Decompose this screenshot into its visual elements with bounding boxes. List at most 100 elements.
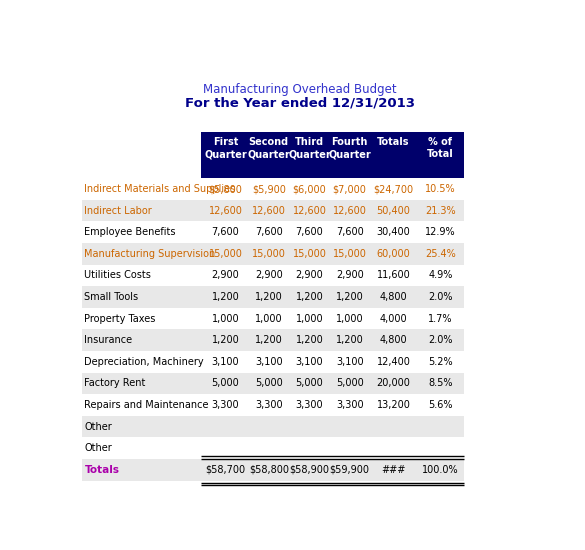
Text: Third
Quarter: Third Quarter — [288, 137, 331, 159]
Text: 2,900: 2,900 — [295, 271, 324, 281]
Text: 4.9%: 4.9% — [428, 271, 453, 281]
Text: 1,200: 1,200 — [212, 292, 239, 302]
Text: 12,600: 12,600 — [252, 206, 285, 216]
Text: 60,000: 60,000 — [377, 249, 410, 259]
Text: 5.6%: 5.6% — [428, 400, 453, 410]
Text: 12,600: 12,600 — [208, 206, 242, 216]
Text: $6,000: $6,000 — [292, 184, 326, 194]
Text: For the Year ended 12/31/2013: For the Year ended 12/31/2013 — [185, 96, 415, 109]
Text: Property Taxes: Property Taxes — [84, 314, 156, 323]
Text: 1,000: 1,000 — [296, 314, 324, 323]
Text: Manufacturing Supervision: Manufacturing Supervision — [84, 249, 216, 259]
Text: 30,400: 30,400 — [377, 227, 410, 237]
Text: 12,400: 12,400 — [377, 357, 410, 367]
Text: 7,600: 7,600 — [212, 227, 239, 237]
Bar — [201, 131, 464, 178]
Text: Other: Other — [84, 443, 112, 453]
Text: 7,600: 7,600 — [255, 227, 283, 237]
Text: $7,000: $7,000 — [333, 184, 367, 194]
Bar — [82, 351, 464, 372]
Bar — [82, 437, 464, 459]
Text: $24,700: $24,700 — [373, 184, 414, 194]
Bar — [82, 222, 464, 243]
Bar — [82, 243, 464, 265]
Text: Totals: Totals — [377, 137, 409, 147]
Text: 3,300: 3,300 — [212, 400, 239, 410]
Text: Insurance: Insurance — [84, 335, 133, 345]
Text: 20,000: 20,000 — [377, 378, 410, 388]
Text: $59,900: $59,900 — [330, 465, 370, 475]
Text: 3,300: 3,300 — [255, 400, 283, 410]
Text: 15,000: 15,000 — [333, 249, 367, 259]
Bar — [82, 459, 464, 481]
Text: 3,300: 3,300 — [336, 400, 363, 410]
Text: Repairs and Maintenance: Repairs and Maintenance — [84, 400, 209, 410]
Bar — [82, 394, 464, 416]
Text: 7,600: 7,600 — [295, 227, 324, 237]
Text: 1,200: 1,200 — [255, 292, 283, 302]
Text: Second
Quarter: Second Quarter — [247, 137, 290, 159]
Bar — [82, 329, 464, 351]
Text: First
Quarter: First Quarter — [204, 137, 247, 159]
Text: 15,000: 15,000 — [292, 249, 326, 259]
Text: 12.9%: 12.9% — [425, 227, 456, 237]
Text: 1,000: 1,000 — [255, 314, 283, 323]
Text: 5.2%: 5.2% — [428, 357, 453, 367]
Text: 50,400: 50,400 — [377, 206, 410, 216]
Text: 1,200: 1,200 — [295, 292, 324, 302]
Bar — [82, 178, 464, 200]
Text: 3,100: 3,100 — [212, 357, 239, 367]
Text: 4,000: 4,000 — [380, 314, 407, 323]
Text: 3,300: 3,300 — [296, 400, 324, 410]
Bar — [82, 200, 464, 222]
Text: 1,200: 1,200 — [212, 335, 239, 345]
Bar — [82, 265, 464, 286]
Bar — [82, 416, 464, 437]
Text: 2.0%: 2.0% — [428, 292, 453, 302]
Text: Indirect Materials and Supplies: Indirect Materials and Supplies — [84, 184, 236, 194]
Text: $5,800: $5,800 — [208, 184, 242, 194]
Text: Totals: Totals — [84, 465, 119, 475]
Text: 13,200: 13,200 — [377, 400, 410, 410]
Text: Employee Benefits: Employee Benefits — [84, 227, 176, 237]
Text: 3,100: 3,100 — [255, 357, 283, 367]
Text: 3,100: 3,100 — [296, 357, 324, 367]
Text: 2,900: 2,900 — [212, 271, 239, 281]
Text: Factory Rent: Factory Rent — [84, 378, 146, 388]
Bar — [82, 372, 464, 394]
Text: 7,600: 7,600 — [336, 227, 363, 237]
Text: 2.0%: 2.0% — [428, 335, 453, 345]
Text: $58,900: $58,900 — [290, 465, 329, 475]
Text: 5,000: 5,000 — [336, 378, 363, 388]
Text: $5,900: $5,900 — [252, 184, 285, 194]
Bar — [82, 308, 464, 329]
Text: 11,600: 11,600 — [377, 271, 410, 281]
Text: 5,000: 5,000 — [212, 378, 239, 388]
Text: $58,700: $58,700 — [205, 465, 246, 475]
Text: 25.4%: 25.4% — [425, 249, 456, 259]
Text: 12,600: 12,600 — [292, 206, 326, 216]
Text: 4,800: 4,800 — [380, 335, 407, 345]
Text: 1,200: 1,200 — [336, 292, 363, 302]
Text: Indirect Labor: Indirect Labor — [84, 206, 152, 216]
Text: 3,100: 3,100 — [336, 357, 363, 367]
Text: Depreciation, Machinery: Depreciation, Machinery — [84, 357, 204, 367]
Text: 5,000: 5,000 — [255, 378, 283, 388]
Text: Fourth
Quarter: Fourth Quarter — [328, 137, 371, 159]
Text: 15,000: 15,000 — [208, 249, 242, 259]
Text: % of
Total: % of Total — [427, 137, 454, 159]
Text: ###: ### — [381, 465, 405, 475]
Text: Other: Other — [84, 422, 112, 432]
Text: 1,200: 1,200 — [255, 335, 283, 345]
Text: Utilities Costs: Utilities Costs — [84, 271, 152, 281]
Text: 1,000: 1,000 — [212, 314, 239, 323]
Text: 15,000: 15,000 — [252, 249, 285, 259]
Text: 21.3%: 21.3% — [425, 206, 456, 216]
Text: Small Tools: Small Tools — [84, 292, 139, 302]
Text: 10.5%: 10.5% — [425, 184, 456, 194]
Text: 1,000: 1,000 — [336, 314, 363, 323]
Text: 5,000: 5,000 — [295, 378, 324, 388]
Text: 1.7%: 1.7% — [428, 314, 453, 323]
Text: 100.0%: 100.0% — [422, 465, 459, 475]
Text: $58,800: $58,800 — [249, 465, 289, 475]
